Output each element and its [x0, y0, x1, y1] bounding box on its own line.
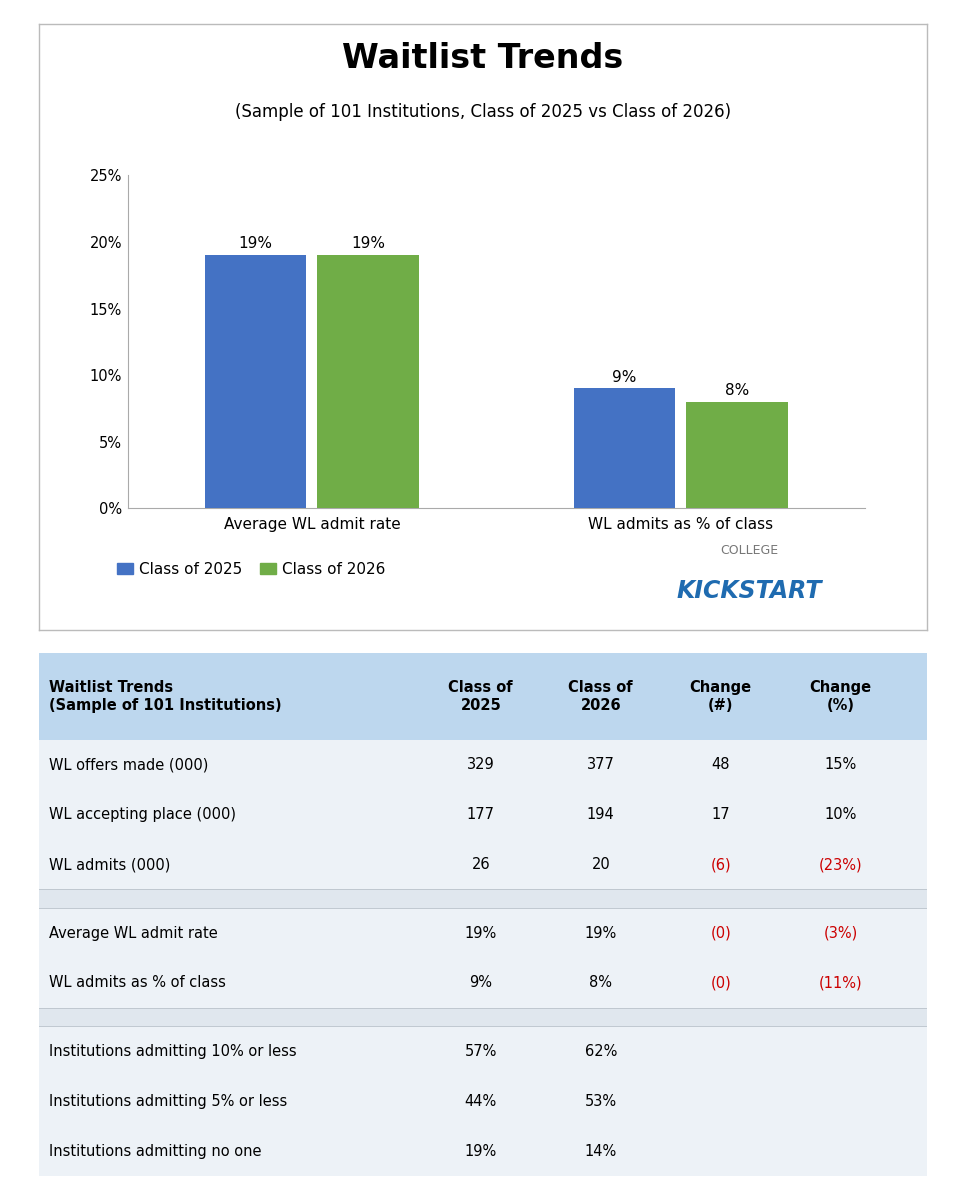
Text: 26: 26: [471, 857, 490, 872]
Text: Institutions admitting no one: Institutions admitting no one: [49, 1144, 262, 1158]
Text: 19%: 19%: [352, 236, 385, 251]
Text: 19%: 19%: [465, 925, 497, 941]
Text: 8%: 8%: [589, 975, 612, 991]
Text: 19%: 19%: [465, 1144, 497, 1158]
Bar: [574, 388, 675, 508]
Text: Class of
2025: Class of 2025: [448, 681, 513, 713]
Text: (0): (0): [710, 975, 731, 991]
Bar: [39, 740, 927, 790]
Text: 10%: 10%: [825, 807, 857, 822]
Bar: [39, 1007, 927, 1026]
Text: Average WL admit rate: Average WL admit rate: [49, 925, 218, 941]
Legend: Class of 2025, Class of 2026: Class of 2025, Class of 2026: [118, 562, 385, 576]
Text: (11%): (11%): [819, 975, 863, 991]
Text: WL admits (000): WL admits (000): [49, 857, 171, 872]
Text: WL admits as % of class: WL admits as % of class: [49, 975, 226, 991]
Bar: [39, 1126, 927, 1176]
Text: (Sample of 101 Institutions, Class of 2025 vs Class of 2026): (Sample of 101 Institutions, Class of 20…: [235, 102, 731, 120]
Text: 44%: 44%: [465, 1094, 497, 1108]
Text: 14%: 14%: [584, 1144, 617, 1158]
Bar: [39, 840, 927, 890]
Text: Institutions admitting 5% or less: Institutions admitting 5% or less: [49, 1094, 288, 1108]
Bar: [318, 255, 419, 508]
Text: (23%): (23%): [819, 857, 863, 872]
Text: (0): (0): [710, 925, 731, 941]
Text: Change
(#): Change (#): [690, 681, 752, 713]
Text: 20: 20: [591, 857, 611, 872]
Text: 53%: 53%: [584, 1094, 617, 1108]
Text: 194: 194: [587, 807, 614, 822]
Text: WL offers made (000): WL offers made (000): [49, 757, 209, 772]
Text: 9%: 9%: [612, 369, 637, 385]
Text: KICKSTART: KICKSTART: [677, 580, 822, 604]
Bar: [39, 890, 927, 908]
Bar: [686, 402, 787, 508]
Text: (6): (6): [710, 857, 731, 872]
Text: Waitlist Trends
(Sample of 101 Institutions): Waitlist Trends (Sample of 101 Instituti…: [49, 681, 282, 713]
Text: 57%: 57%: [465, 1044, 497, 1059]
Text: 329: 329: [467, 757, 495, 772]
Bar: [39, 958, 927, 1007]
Bar: [205, 255, 306, 508]
Text: 377: 377: [586, 757, 614, 772]
Text: Institutions admitting 10% or less: Institutions admitting 10% or less: [49, 1044, 297, 1059]
Text: WL accepting place (000): WL accepting place (000): [49, 807, 237, 822]
Text: (3%): (3%): [824, 925, 858, 941]
Bar: [39, 908, 927, 958]
Bar: [39, 1076, 927, 1126]
Text: 177: 177: [467, 807, 495, 822]
Text: 62%: 62%: [584, 1044, 617, 1059]
Text: 8%: 8%: [724, 383, 749, 398]
Bar: [39, 790, 927, 840]
Text: Class of
2026: Class of 2026: [568, 681, 633, 713]
Text: 48: 48: [712, 757, 730, 772]
Text: Waitlist Trends: Waitlist Trends: [342, 42, 624, 75]
Text: COLLEGE: COLLEGE: [721, 544, 779, 557]
Text: 19%: 19%: [584, 925, 617, 941]
Text: 19%: 19%: [239, 236, 272, 251]
Bar: [39, 653, 927, 740]
Text: 9%: 9%: [469, 975, 493, 991]
Text: Change
(%): Change (%): [810, 681, 871, 713]
Text: 15%: 15%: [825, 757, 857, 772]
Text: 17: 17: [711, 807, 730, 822]
Bar: [39, 1026, 927, 1076]
